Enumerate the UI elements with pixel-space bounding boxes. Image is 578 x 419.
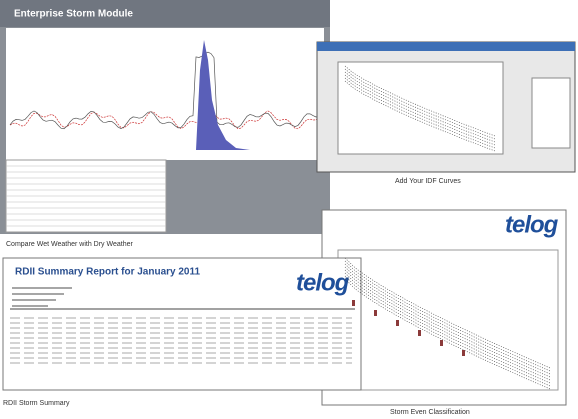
logo: telog — [505, 211, 559, 238]
chart-area — [6, 28, 324, 160]
classification-chart — [338, 250, 558, 390]
storm-marker — [352, 300, 355, 306]
caption: Compare Wet Weather with Dry Weather — [6, 241, 133, 248]
storm-marker — [374, 310, 377, 316]
report-title: RDII Summary Report for January 2011 — [15, 267, 201, 278]
storm-marker — [462, 350, 465, 356]
caption: Add Your IDF Curves — [395, 178, 461, 185]
collage: Enterprise Storm Module Compare Wet Weat… — [0, 0, 578, 419]
options-list — [532, 78, 570, 148]
logo: telog — [296, 269, 350, 296]
caption: Storm Even Classification — [390, 409, 470, 416]
page: Enterprise Storm Module Compare Wet Weat… — [0, 0, 578, 419]
storm-marker — [440, 340, 443, 346]
storm-marker — [396, 320, 399, 326]
dialog-title-bar — [317, 42, 575, 51]
window-title: Enterprise Storm Module — [14, 9, 133, 20]
idf-chart — [338, 62, 503, 154]
storm-marker — [418, 330, 421, 336]
caption: RDII Storm Summary — [3, 400, 70, 407]
